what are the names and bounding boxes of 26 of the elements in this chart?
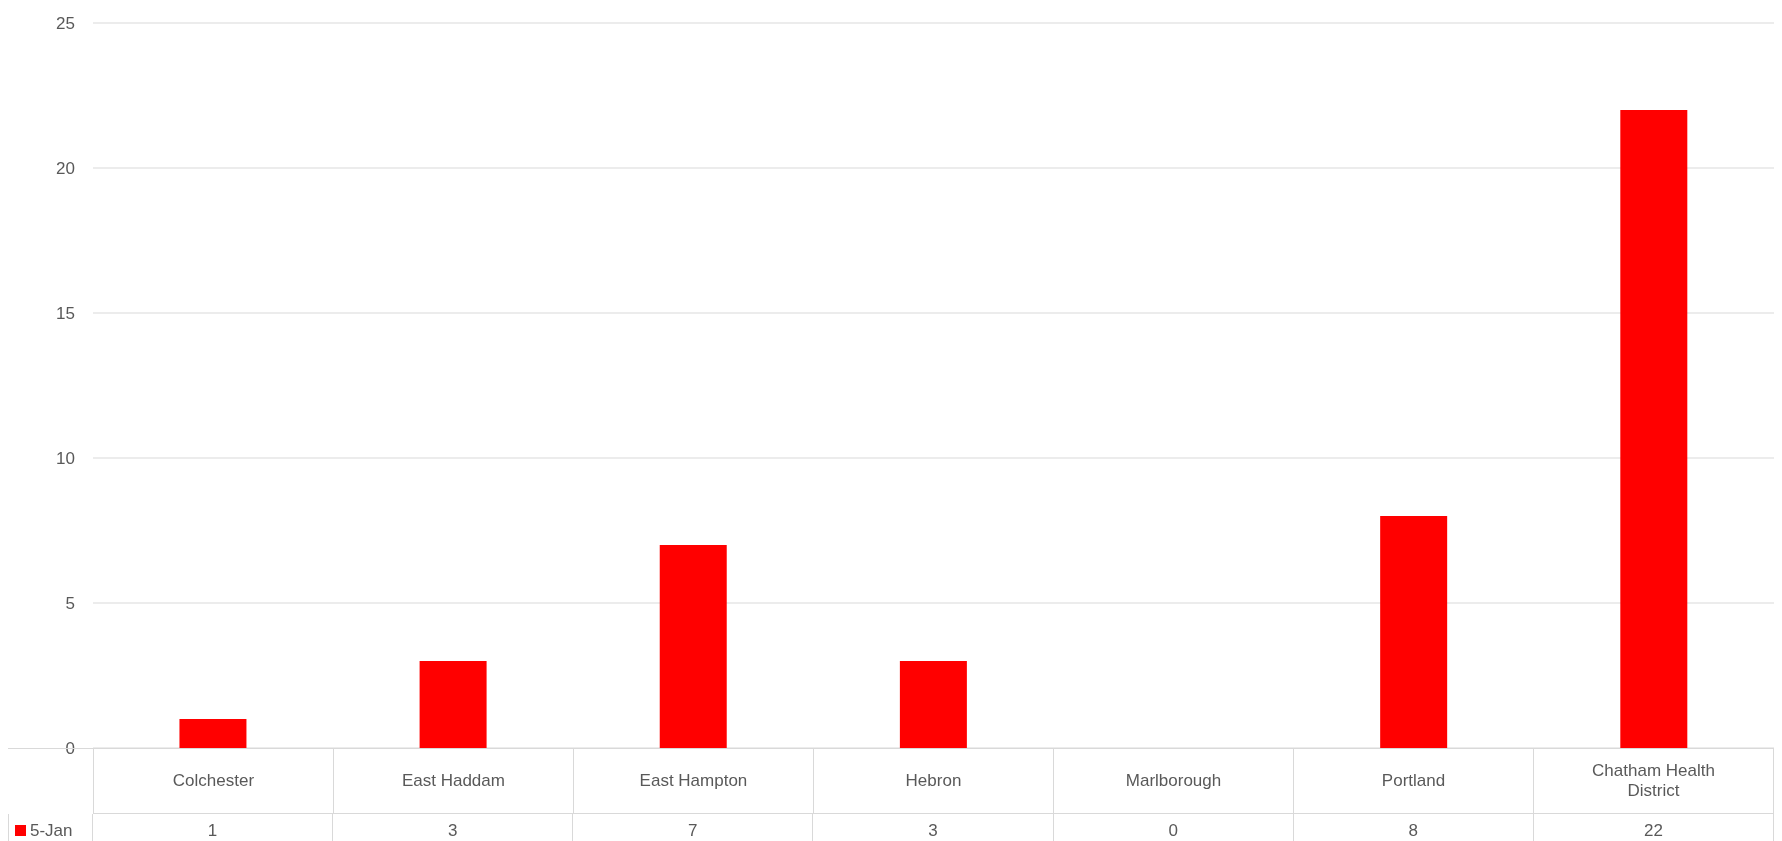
- bar: [659, 545, 727, 748]
- y-tick-label: 10: [56, 449, 75, 469]
- data-label: 0: [1053, 814, 1294, 841]
- bar: [1380, 516, 1448, 748]
- bar: [419, 661, 487, 748]
- data-label: 3: [333, 814, 574, 841]
- data-label: 8: [1293, 814, 1534, 841]
- x-tick-label: East Hampton: [573, 749, 814, 814]
- bar: [899, 661, 967, 748]
- legend-label: 5-Jan: [30, 820, 73, 841]
- y-tick-label: 25: [56, 14, 75, 34]
- data-label: 7: [573, 814, 814, 841]
- bar: [179, 719, 247, 748]
- y-tick-label: 5: [65, 594, 75, 614]
- data-label: 1: [93, 814, 334, 841]
- y-tick-label: 20: [56, 159, 75, 179]
- data-label: 22: [1533, 814, 1774, 841]
- bar: [1620, 110, 1688, 748]
- data-label: 3: [813, 814, 1054, 841]
- x-tick-label: Portland: [1294, 749, 1535, 814]
- x-tick-label: Marlborough: [1053, 749, 1294, 814]
- x-tick-label: Colchester: [93, 749, 334, 814]
- x-tick-label: Hebron: [813, 749, 1054, 814]
- x-tick-label: Chatham Health District: [1534, 749, 1775, 814]
- x-tick-label: East Haddam: [333, 749, 574, 814]
- y-tick-label: 15: [56, 304, 75, 324]
